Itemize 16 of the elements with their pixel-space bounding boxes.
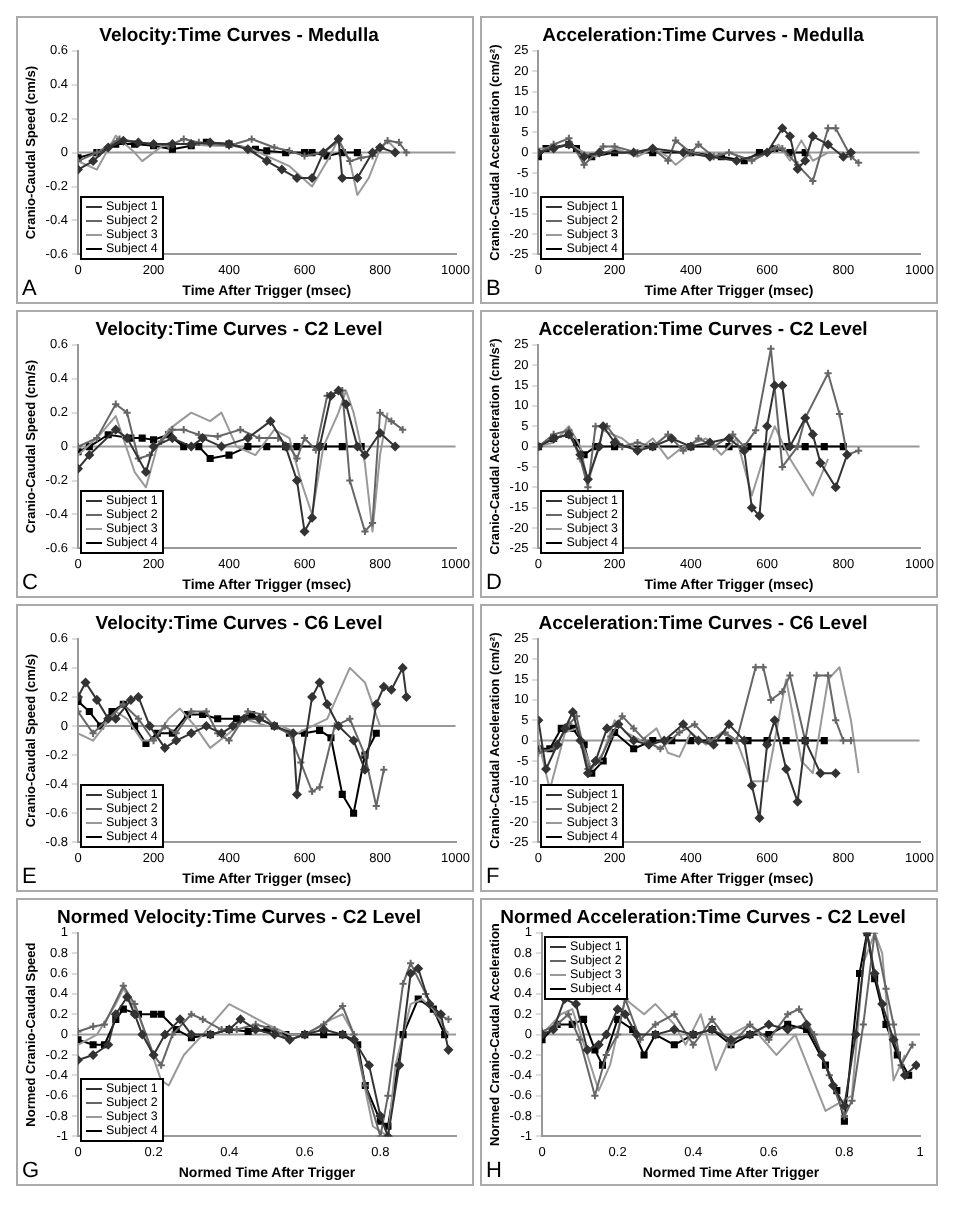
chart-title: Normed Velocity:Time Curves - C2 Level (57, 906, 421, 929)
text: B (486, 277, 501, 302)
chart-title: Velocity:Time Curves - C2 Level (95, 318, 383, 341)
chart-title: Acceleration:Time Curves - C2 Level (538, 318, 868, 341)
chart-title: Normed Acceleration:Time Curves - C2 Level (500, 906, 906, 929)
chart-title: Velocity:Time Curves - Medulla (99, 24, 381, 47)
text: G (22, 1159, 40, 1184)
chart-title: Acceleration:Time Curves - C6 Level (538, 612, 868, 635)
chart-title: Acceleration:Time Curves - Medulla (542, 24, 866, 47)
text: E (22, 865, 37, 890)
text: A (22, 277, 38, 302)
chart-title: Velocity:Time Curves - C6 Level (95, 612, 383, 635)
text: H (486, 1159, 502, 1184)
text: D (486, 571, 502, 596)
text: C (22, 571, 38, 596)
text: F (486, 865, 500, 890)
